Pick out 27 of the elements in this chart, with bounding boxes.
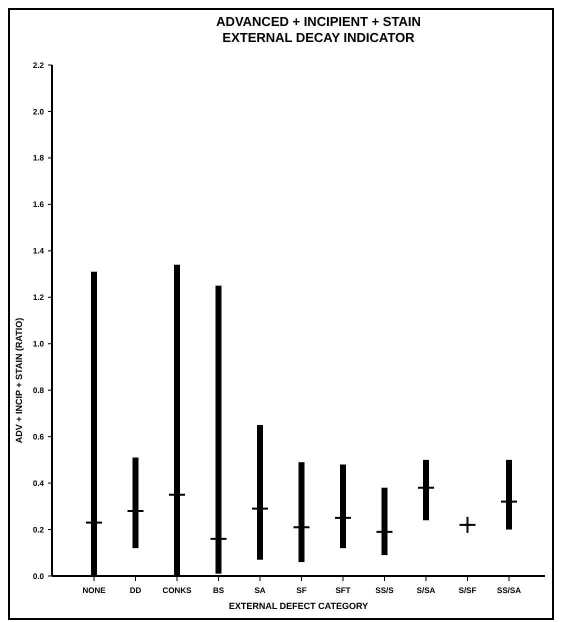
y-tick-label: 2.2	[32, 60, 45, 70]
x-axis-title: EXTERNAL DEFECT CATEGORY	[228, 601, 368, 611]
x-tick-label: BS	[212, 586, 225, 595]
y-tick-label: 1.2	[32, 293, 45, 302]
y-tick-label: 0.0	[32, 572, 45, 581]
x-tick-label: SS/SA	[496, 586, 522, 595]
x-tick-label: SS/S	[375, 586, 394, 595]
y-tick-label: 1.6	[32, 200, 45, 210]
x-tick-label: S/SA	[416, 586, 436, 595]
x-tick-label: CONKS	[162, 586, 192, 595]
y-axis-title: ADV + INCIP + STAIN (RATIO)	[14, 318, 24, 444]
y-tick-label: 0.6	[32, 432, 45, 442]
x-tick-label: SFT	[335, 586, 351, 595]
y-tick-label: 0.2	[32, 525, 45, 534]
y-tick-label: 0.4	[32, 478, 45, 488]
chart-subtitle: EXTERNAL DECAY INDICATOR	[222, 30, 416, 45]
x-tick-label: SF	[296, 586, 307, 595]
x-tick-label: SA	[254, 586, 266, 595]
x-tick-label: DD	[130, 586, 142, 595]
y-tick-label: 1.8	[32, 154, 45, 163]
y-tick-label: 2.0	[32, 107, 45, 116]
x-tick-label: NONE	[82, 586, 106, 595]
y-tick-label: 1.0	[32, 340, 45, 349]
x-tick-label: S/SF	[458, 586, 477, 595]
chart-title: ADVANCED + INCIPIENT + STAIN	[216, 14, 421, 29]
y-tick-label: 1.4	[32, 246, 45, 256]
y-tick-label: 0.8	[32, 386, 45, 395]
